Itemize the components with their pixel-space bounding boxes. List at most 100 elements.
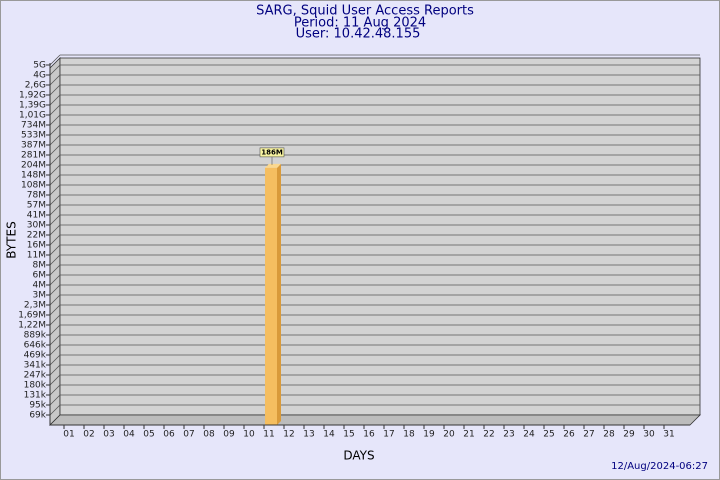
grid-line <box>49 314 61 326</box>
x-tick-label: 22 <box>483 430 494 440</box>
grid-line <box>49 364 61 376</box>
x-tick-label: 24 <box>523 430 535 440</box>
bar <box>265 167 277 426</box>
x-tick-label: 30 <box>643 430 655 440</box>
grid-line <box>49 264 61 276</box>
grid-line <box>49 284 61 296</box>
grid-line <box>49 144 61 156</box>
x-tick-label: 14 <box>323 430 335 440</box>
y-tick-label: 1,01G <box>19 111 46 121</box>
back-wall <box>59 57 701 416</box>
y-tick-label: 734M <box>21 121 46 131</box>
grid-line <box>49 394 61 406</box>
x-tick-label: 09 <box>223 430 235 440</box>
y-tick-label: 11M <box>27 251 46 261</box>
grid-line <box>49 174 61 186</box>
grid-line <box>49 154 61 166</box>
plot: 69k95k131k180k247k341k469k646k889k1,22M1… <box>18 54 700 440</box>
chart-user: User: 10.42.48.155 <box>296 27 421 42</box>
grid-line <box>49 354 61 366</box>
y-tick-label: 108M <box>21 181 46 191</box>
x-tick-label: 27 <box>583 430 594 440</box>
y-tick-label: 5G <box>33 61 46 71</box>
grid-line <box>49 184 61 196</box>
y-tick-label: 1,92G <box>19 91 46 101</box>
x-axis-label: DAYS <box>343 449 374 463</box>
x-tick-label: 21 <box>463 430 474 440</box>
x-tick-label: 07 <box>183 430 194 440</box>
y-tick-label: 148M <box>21 171 46 181</box>
y-tick-label: 57M <box>27 201 46 211</box>
y-tick-label: 30M <box>27 221 46 231</box>
y-tick-label: 6M <box>33 271 47 281</box>
x-tick-label: 16 <box>363 430 375 440</box>
grid-line <box>49 374 61 386</box>
footer: 12/Aug/2024-06:27 <box>611 461 708 472</box>
grid-line <box>49 134 61 146</box>
y-tick-label: 4G <box>33 71 46 81</box>
grid-line <box>49 234 61 246</box>
grid-line <box>49 204 61 216</box>
y-tick-label: 204M <box>21 161 46 171</box>
value-label: 186M <box>261 148 283 156</box>
y-tick-label: 341k <box>24 361 47 371</box>
x-tick-label: 03 <box>103 430 114 440</box>
grid-line <box>49 74 61 86</box>
x-tick-label: 17 <box>383 430 394 440</box>
x-tick-label: 18 <box>403 430 415 440</box>
grid-line <box>49 384 61 396</box>
x-tick-label: 11 <box>263 430 274 440</box>
y-tick-label: 469k <box>24 351 47 361</box>
y-axis-label: BYTES <box>5 221 19 258</box>
y-tick-label: 533M <box>21 131 46 141</box>
bar-top <box>265 163 281 168</box>
grid-line <box>49 64 61 76</box>
y-tick-label: 2,3M <box>24 301 46 311</box>
y-tick-label: 69k <box>29 411 46 421</box>
grid-line <box>49 124 61 136</box>
grid-line <box>49 304 61 316</box>
x-tick-label: 28 <box>603 430 615 440</box>
x-tick-label: 10 <box>243 430 255 440</box>
grid-line <box>49 274 61 286</box>
y-tick-label: 3M <box>33 291 47 301</box>
grid-line <box>49 404 61 416</box>
bar-side <box>277 163 281 426</box>
y-tick-label: 1,69M <box>18 311 46 321</box>
chart-subtitle: Period: 11 Aug 2024 <box>294 16 426 31</box>
grid-line <box>49 244 61 256</box>
x-tick-label: 26 <box>563 430 575 440</box>
x-tick-label: 08 <box>203 430 215 440</box>
y-tick-label: 16M <box>27 241 46 251</box>
y-tick-label: 1,22M <box>18 321 46 331</box>
x-tick-label: 20 <box>443 430 455 440</box>
x-tick-label: 02 <box>83 430 94 440</box>
x-tick-label: 29 <box>623 430 635 440</box>
x-tick-label: 04 <box>123 430 135 440</box>
y-tick-label: 889k <box>24 331 47 341</box>
grid-line <box>49 294 61 306</box>
x-tick-label: 25 <box>543 430 554 440</box>
grid-line <box>49 324 61 336</box>
grid-line <box>49 164 61 176</box>
y-tick-label: 281M <box>21 151 46 161</box>
y-tick-label: 4M <box>33 281 47 291</box>
y-tick-label: 8M <box>33 261 47 271</box>
grid-line <box>49 254 61 266</box>
grid-line <box>49 94 61 106</box>
grid-line <box>49 194 61 206</box>
y-tick-label: 2,6G <box>25 81 46 91</box>
y-tick-label: 646k <box>24 341 47 351</box>
x-tick-label: 15 <box>343 430 354 440</box>
x-tick-label: 01 <box>63 430 74 440</box>
y-tick-label: 95k <box>29 401 46 411</box>
grid-line <box>49 104 61 116</box>
chart-title: SARG, Squid User Access Reports <box>256 4 474 19</box>
y-tick-label: 131k <box>24 391 47 401</box>
y-tick-label: 78M <box>27 191 46 201</box>
y-tick-label: 22M <box>27 231 46 241</box>
y-tick-label: 387M <box>21 141 46 151</box>
grid-line <box>49 334 61 346</box>
x-tick-label: 19 <box>423 430 435 440</box>
